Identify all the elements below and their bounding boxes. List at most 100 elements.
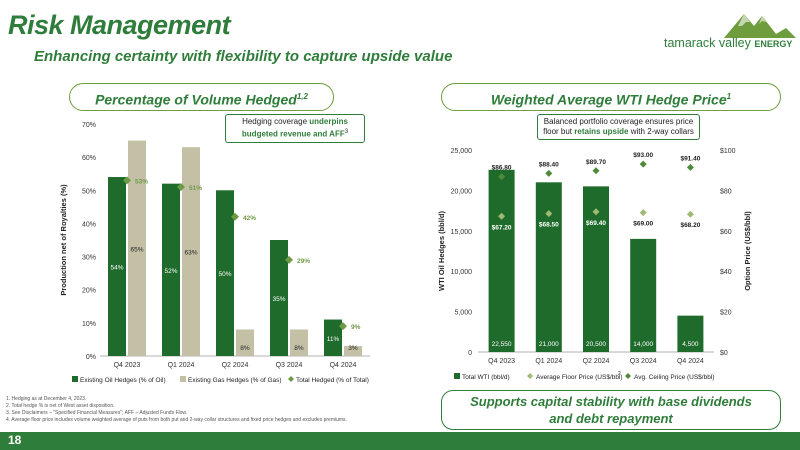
y2-axis-label: Option Price (US$/bbl)	[743, 211, 752, 291]
gas-hedge-bar	[344, 346, 362, 356]
legend-label-floor: Average Floor Price (US$/bbl)	[536, 374, 623, 381]
floor-price-label: $68.20	[680, 222, 700, 229]
wti-volume-bar	[535, 182, 562, 352]
ceiling-price-marker	[498, 173, 506, 181]
y-tick-label: 10,000	[451, 269, 473, 276]
ceiling-price-marker	[639, 160, 647, 168]
y-tick-label: 20%	[82, 288, 96, 295]
left-callout-sup: 3	[344, 129, 349, 135]
y-axis-label: WTI Oil Hedges (bbl/d)	[437, 211, 446, 291]
legend-label-ceiling: Avg. Ceiling Price (US$/bbl)	[634, 374, 714, 381]
total-hedged-label: 9%	[351, 324, 361, 331]
floor-price-marker	[686, 210, 694, 218]
oil-hedge-bar	[216, 190, 234, 356]
x-tick-label: Q4 2023	[488, 358, 515, 365]
y2-tick-label: $60	[720, 229, 732, 236]
wti-volume-bar	[488, 169, 515, 352]
total-hedged-label: 53%	[135, 178, 148, 185]
gas-hedge-label: 63%	[184, 250, 197, 257]
total-hedged-marker	[231, 212, 239, 221]
oil-hedge-label: 50%	[218, 271, 231, 278]
left-callout-plain: Hedging coverage	[242, 117, 310, 126]
y2-tick-label: $80	[720, 188, 732, 195]
footer-bar	[0, 432, 800, 450]
footnotes: 1. Hedging as at December 4, 2023. 2. To…	[6, 396, 436, 424]
bottom-callout-line1: Supports capital stability with base div…	[470, 394, 752, 409]
x-tick-label: Q2 2024	[583, 358, 610, 365]
left-panel-title-sup: 1,2	[296, 92, 308, 101]
y-tick-label: 5,000	[454, 310, 472, 317]
x-tick-label: Q4 2024	[677, 358, 704, 365]
ceiling-price-label: $86.80	[492, 165, 512, 172]
legend-swatch-floor	[527, 373, 533, 379]
legend-swatch-ceiling	[625, 373, 631, 379]
legend-swatch-oil	[72, 376, 78, 382]
right-panel-title-text: Weighted Average WTI Hedge Price	[490, 91, 727, 108]
y-tick-label: 25,000	[451, 148, 473, 155]
oil-hedge-label: 11%	[327, 336, 340, 343]
legend-swatch-wti	[454, 373, 460, 379]
x-tick-label: Q4 2024	[330, 362, 357, 369]
oil-hedge-label: 54%	[110, 265, 123, 272]
legend-swatch-total	[288, 376, 294, 382]
wti-volume-label: 4,500	[682, 341, 699, 348]
oil-hedge-bar	[108, 177, 126, 356]
y-tick-label: 15,000	[451, 229, 473, 236]
floor-price-marker	[545, 210, 553, 218]
right-callout-tail: with 2-way collars	[628, 127, 694, 136]
right-panel-title: Weighted Average WTI Hedge Price1	[441, 83, 781, 111]
footnote-3: 3. See Disclaimers – "Specified Financia…	[6, 410, 188, 416]
total-hedged-label: 42%	[243, 215, 256, 222]
y-axis-label: Production net of Royalties (%)	[59, 184, 68, 296]
ceiling-price-marker	[686, 163, 694, 171]
right-callout-plain: floor but	[543, 127, 575, 136]
left-callout-bold2: budgeted revenue and AFF	[241, 129, 345, 139]
total-hedged-marker	[285, 255, 293, 264]
oil-hedge-label: 35%	[272, 296, 285, 303]
wti-volume-label: 21,000	[539, 341, 559, 348]
tamarack-valley-logo	[724, 14, 796, 38]
total-hedged-marker	[123, 176, 131, 185]
legend-label-floor-sup: 2	[618, 371, 621, 377]
footnote-1: 1. Hedging as at December 4, 2023.	[6, 396, 87, 402]
logo-text-main: tamarack valley	[664, 36, 751, 50]
legend-swatch-gas	[180, 376, 186, 382]
logo-text-energy: ENERGY	[754, 39, 793, 49]
gas-hedge-bar	[128, 140, 146, 356]
ceiling-price-label: $88.40	[539, 161, 559, 168]
x-tick-label: Q2 2024	[222, 362, 249, 369]
ceiling-price-marker	[592, 167, 600, 175]
x-tick-label: Q4 2023	[114, 362, 141, 369]
x-tick-label: Q3 2024	[276, 362, 303, 369]
wti-volume-bar	[630, 238, 657, 352]
ceiling-price-label: $91.40	[680, 155, 700, 162]
supports-capital-callout: Supports capital stability with base div…	[441, 390, 781, 430]
legend-label-total: Total Hedged (% of Total)	[296, 377, 369, 384]
y2-tick-label: $100	[720, 148, 736, 155]
y2-tick-label: $0	[720, 350, 728, 357]
legend-label-wti: Total WTI (bbl/d)	[462, 374, 510, 381]
gas-hedge-label: 8%	[294, 345, 304, 352]
floor-price-marker	[592, 208, 600, 216]
gas-hedge-label: 3%	[348, 345, 358, 352]
y-tick-label: 20,000	[451, 188, 473, 195]
x-tick-label: Q3 2024	[630, 358, 657, 365]
page-title: Risk Management	[8, 10, 231, 40]
left-panel-title: Percentage of Volume Hedged1,2	[69, 83, 334, 111]
floor-price-label: $69.00	[633, 221, 653, 228]
wti-volume-label: 20,500	[586, 341, 606, 348]
oil-hedge-bar	[270, 240, 288, 356]
y-tick-label: 40%	[82, 221, 96, 228]
left-callout: Hedging coverage underpins budgeted reve…	[225, 114, 365, 143]
y2-tick-label: $20	[720, 310, 732, 317]
oil-hedge-bar	[162, 183, 180, 356]
volume-hedged-chart: 0% 10% 20% 30% 40% 50% 60% 70% Production net of…	[59, 122, 370, 384]
footnote-4: 4. Average floor price includes volume w…	[6, 417, 347, 423]
left-panel-title-text: Percentage of Volume Hedged	[95, 91, 297, 108]
gas-hedge-label: 65%	[130, 246, 143, 253]
legend-label-gas: Existing Gas Hedges (% of Gas)	[188, 377, 282, 384]
gas-hedge-bar	[290, 329, 308, 356]
gas-hedge-bar	[182, 147, 200, 356]
right-panel-title-sup: 1	[726, 92, 732, 101]
floor-price-label: $67.20	[492, 224, 512, 231]
